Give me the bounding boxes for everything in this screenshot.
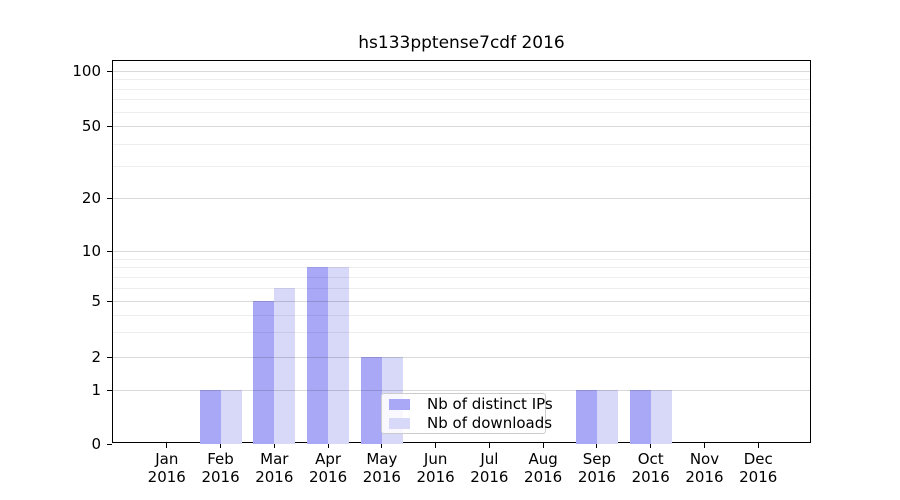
bar-feb-s1 [220,390,242,444]
bar-may-s0 [360,357,382,444]
x-tick-label: May 2016 [362,450,401,486]
gridline-minor [113,276,810,278]
x-tick [488,443,490,448]
x-tick [542,443,544,448]
y-tick-label: 10 [81,242,101,260]
gridline-major [113,126,810,127]
x-tick [703,443,705,448]
bar-mar-s0 [253,301,275,444]
y-tick-label: 20 [81,189,101,207]
x-tick-label: Apr 2016 [308,450,348,486]
chart-title: hs133pptense7cdf 2016 [358,33,565,53]
x-tick [273,443,275,448]
y-tick [107,301,112,302]
y-tick-label: 5 [91,292,101,310]
legend-swatch-downloads [389,417,410,429]
gridline-major [113,357,810,358]
x-tick-label: Nov 2016 [685,450,724,486]
x-tick [220,443,222,448]
gridline-major [113,71,810,72]
x-tick [327,443,329,448]
x-tick-label: Sep 2016 [577,450,617,486]
legend-label-distinct-ips: Nb of distinct IPs [427,395,553,413]
bar-sep-s0 [575,390,597,444]
y-tick [107,357,112,358]
x-tick-label: Aug 2016 [524,450,563,486]
bar-oct-s1 [650,390,672,444]
gridline-major [113,251,810,252]
x-tick-label: Oct 2016 [631,450,670,486]
x-tick-label: Jul 2016 [470,450,509,486]
x-tick [166,443,168,448]
bar-apr-s0 [307,267,329,444]
gridline-minor [113,99,810,101]
legend-label-downloads: Nb of downloads [427,414,553,432]
y-tick [107,251,112,252]
gridline-major [113,198,810,199]
x-tick [381,443,383,448]
gridline-minor [113,166,810,168]
bar-feb-s0 [199,390,221,444]
legend-item: Nb of downloads [389,415,552,431]
y-tick [107,390,112,391]
plot-area: 0 1 2 5 10 20 50 100 Jan 2016 Feb 2016 Mar 2016 Apr… [72,60,811,486]
gridline-minor [113,258,810,260]
gridline-minor [113,314,810,316]
gridline-minor [113,88,810,90]
y-tick [107,126,112,127]
x-tick [757,443,759,448]
gridline-minor [113,143,810,145]
gridline-minor [113,332,810,334]
y-tick-label: 1 [91,381,101,399]
legend-item: Nb of distinct IPs [389,396,553,412]
bar-sep-s1 [596,390,618,444]
gridline-minor [113,287,810,289]
x-tick-label: Mar 2016 [255,450,294,486]
legend: Nb of distinct IPs Nb of downloads [381,393,553,434]
x-tick [435,443,437,448]
y-tick-label: 2 [91,348,101,366]
gridline-major [113,301,810,302]
x-tick [650,443,652,448]
x-tick-label: Jun 2016 [416,450,455,486]
gridline-minor [113,79,810,81]
x-tick-label: Dec 2016 [739,450,778,486]
x-tick-label: Feb 2016 [201,450,240,486]
x-tick [596,443,598,448]
y-tick-label: 50 [81,117,101,135]
bar-oct-s0 [629,390,651,444]
y-tick [107,198,112,199]
legend-swatch-distinct-ips [389,398,410,410]
bar-apr-s1 [328,267,350,444]
y-tick [107,444,112,445]
y-tick-label: 0 [91,435,101,453]
gridline-major [113,390,810,391]
gridline-minor [113,111,810,113]
bar-mar-s1 [274,287,296,444]
x-tick-label: Jan 2016 [147,450,186,486]
y-tick [107,71,112,72]
gridline-minor [113,267,810,269]
y-tick-label: 100 [72,62,101,80]
